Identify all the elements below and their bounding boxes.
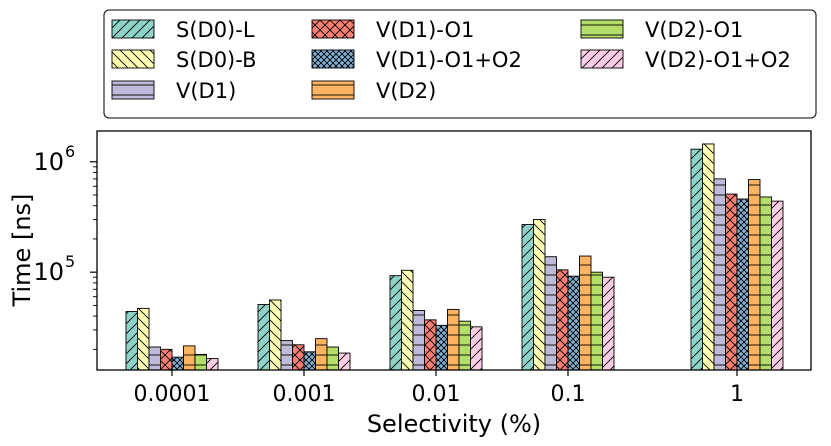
y-tick-label: 10 [33,148,64,176]
bar-v-d2--0_0001 [183,345,196,371]
legend-label: V(D2)-O1 [645,18,743,42]
bar-v-d2-o1-o2-0_1 [602,276,615,371]
bar-s-d0-b-0_01 [401,269,414,371]
legend-swatch [311,49,355,69]
legend-label: V(D2)-O1+O2 [645,48,791,72]
x-tick-label: 0.1 [551,382,586,407]
bar-v-d1-o1-0_0001 [160,348,173,371]
bar-v-d2-o1-o2-0_01 [470,326,483,371]
legend-swatch [311,80,355,100]
bar-v-d1-o1-0_1 [556,269,569,371]
bar-v-d2--0_1 [579,255,592,371]
bar-v-d1-o1-0_01 [424,319,437,371]
bar-v-d2-o1-0_1 [590,271,603,371]
legend-swatch [111,49,155,69]
x-axis: 0.0001 0.001 0.01 0.1 1 [134,370,744,407]
legend: S(D0)-L S(D0)-B V(D1) V(D1)-O1 V(D1)-O1+O2 V(… [103,9,817,119]
bar-v-d1-o1-o2-1 [736,198,749,371]
x-tick-label: 0.0001 [134,382,211,407]
bar-v-d1--0_001 [280,340,293,371]
legend-frame [103,9,817,119]
bar-s-d0-l-0_1 [521,224,534,371]
legend-label: V(D1) [176,79,236,103]
bar-v-d1-o1-1 [725,193,738,371]
bar-s-d0-b-0_0001 [137,307,150,371]
bar-s-d0-b-0_001 [269,299,282,371]
bar-v-d1-o1-o2-0_001 [303,351,316,371]
legend-swatch [580,49,624,69]
bar-s-d0-l-0_01 [389,275,402,371]
bar-v-d2-o1-0_0001 [194,353,207,371]
legend-label: S(D0)-B [176,48,256,72]
bar-v-d2-o1-o2-1 [771,200,784,371]
legend-item-v-d1-o1: V(D1)-O1 [311,18,474,42]
legend-item-v-d2-o1-o2: V(D2)-O1+O2 [580,48,791,72]
legend-item-v-d2-: V(D2) [311,79,436,103]
legend-swatch [111,19,155,39]
bar-v-d2--0_01 [447,308,460,371]
bar-s-d0-l-0_0001 [125,311,138,371]
bar-v-d2-o1-0_01 [458,320,471,371]
bar-s-d0-l-1 [690,148,703,371]
legend-item-s-d0-l: S(D0)-L [111,18,255,42]
bar-v-d1--0_01 [412,310,425,371]
bar-v-d2--1 [748,179,761,371]
bar-v-d2-o1-o2-0_001 [338,352,351,371]
y-axis-label: Time [ns] [8,194,36,308]
bar-v-d2--0_001 [315,338,328,371]
plot-frame [96,130,812,371]
bar-v-d1-o1-0_001 [292,344,305,371]
legend-label: V(D1)-O1+O2 [376,48,522,72]
legend-label: S(D0)-L [176,18,255,42]
legend-label: V(D1)-O1 [376,18,474,42]
legend-item-v-d1-o1-o2: V(D1)-O1+O2 [311,48,522,72]
bar-v-d2-o1-o2-0_0001 [206,358,219,371]
bar-v-d1--0_0001 [148,346,161,371]
x-axis-label: Selectivity (%) [367,410,541,438]
legend-swatch [580,19,624,39]
legend-item-s-d0-b: S(D0)-B [111,48,256,72]
y-tick-exponent: 5 [65,252,75,271]
legend-label: V(D2) [376,79,436,103]
legend-item-v-d2-o1: V(D2)-O1 [580,18,743,42]
bars-group [125,143,784,371]
x-tick-label: 0.01 [412,382,461,407]
bar-v-d1-o1-o2-0_1 [567,275,580,371]
bar-v-d1-o1-o2-0_0001 [171,356,184,371]
bar-v-d2-o1-1 [759,196,772,371]
legend-swatch [111,80,155,100]
bar-v-d1--0_1 [544,256,557,371]
bar-s-d0-l-0_001 [257,304,270,371]
bar-v-d1-o1-o2-0_01 [435,324,448,371]
x-tick-label: 1 [730,382,744,407]
bar-v-d2-o1-0_001 [326,346,339,371]
bar-s-d0-b-1 [702,143,715,371]
x-tick-label: 0.001 [273,382,336,407]
y-tick-exponent: 6 [65,142,75,161]
bar-s-d0-b-0_1 [533,219,546,371]
legend-item-v-d1-: V(D1) [111,79,236,103]
legend-swatch [311,19,355,39]
bar-v-d1--1 [713,178,726,371]
y-tick-label: 10 [33,258,64,286]
